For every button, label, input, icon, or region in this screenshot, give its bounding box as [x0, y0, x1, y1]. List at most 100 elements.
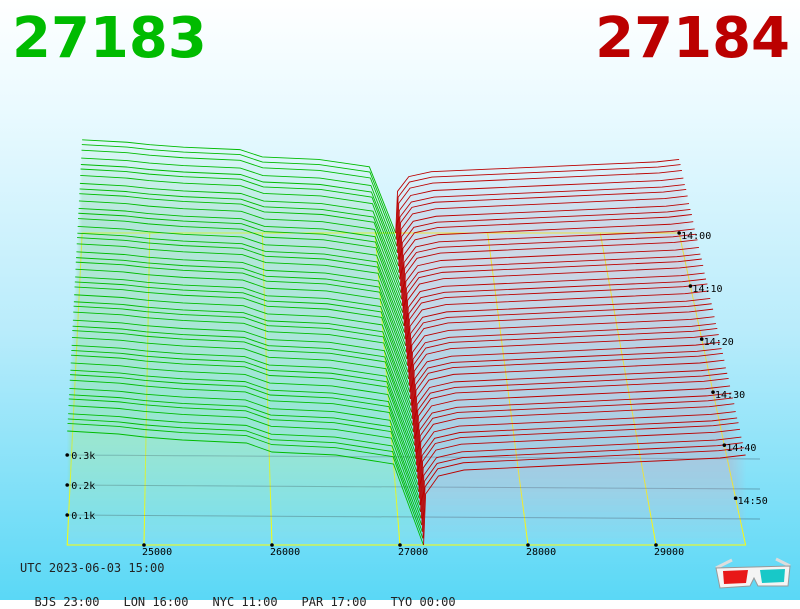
ask-depth-line	[415, 377, 729, 466]
bid-depth-fill	[80, 168, 399, 267]
depth-grid-line	[67, 484, 761, 490]
bid-depth-line	[70, 362, 418, 473]
ask-depth-line	[407, 283, 708, 366]
ask-depth-fill	[415, 373, 728, 459]
bid-depth-fill	[68, 405, 422, 519]
ask-depth-line	[419, 417, 738, 506]
bid-depth-fill	[68, 398, 421, 512]
time-tick-label: 14:20	[704, 337, 734, 348]
world-clocks: BJS 23:00 LON 16:00 NYC 11:00 PAR 17:00 TYO …	[20, 581, 480, 609]
price-tick	[526, 543, 530, 547]
bid-depth-fill	[76, 251, 407, 353]
ask-depth-fill	[405, 265, 704, 346]
bid-depth-line	[68, 405, 422, 519]
bid-depth-fill	[73, 312, 413, 419]
bid-depth-fill	[80, 164, 398, 260]
utc-time: UTC 2023-06-03 15:00	[20, 561, 165, 575]
bid-depth-fill	[74, 286, 410, 393]
bid-depth-fill	[69, 388, 420, 499]
bid-depth-line	[81, 149, 398, 247]
bid-depth-fill	[78, 213, 403, 313]
ask-depth-line	[417, 397, 733, 486]
depth-tick	[65, 513, 69, 517]
ask-depth-fill	[422, 442, 743, 532]
ask-depth-fill	[409, 303, 712, 386]
ask-depth-line	[414, 367, 726, 453]
clock-nyc: NYC 11:00	[212, 595, 278, 609]
ask-depth-fill	[411, 323, 716, 406]
ask-depth-fill	[407, 283, 708, 366]
bid-depth-line	[79, 193, 402, 293]
ask-depth-line	[412, 341, 721, 426]
bid-depth-line	[70, 354, 417, 466]
ask-depth-line	[402, 233, 697, 313]
ask-depth-line	[414, 359, 725, 446]
price-tick-label: 28000	[526, 547, 556, 558]
3d-glasses-icon[interactable]	[712, 556, 794, 592]
bid-depth-line	[72, 330, 415, 439]
bid-depth-fill	[68, 413, 422, 526]
bid-depth-line	[70, 369, 418, 479]
bid-depth-line	[82, 139, 397, 234]
ask-depth-line	[405, 264, 704, 346]
ask-depth-line	[398, 195, 688, 273]
bid-depth-line	[75, 276, 410, 380]
ask-depth-fill	[421, 429, 740, 519]
bid-depth-fill	[79, 188, 401, 287]
ask-depth-line	[405, 272, 705, 353]
bid-depth-fill	[71, 345, 416, 453]
ask-depth-line	[406, 278, 707, 360]
bid-depth-line	[81, 144, 397, 240]
bid-depth-line	[68, 398, 421, 512]
depth-grid-line	[67, 514, 761, 520]
bid-depth-line	[77, 218, 404, 320]
price-tick-label: 26000	[270, 547, 300, 558]
ask-depth-fill	[404, 254, 701, 333]
ask-depth-fill	[417, 393, 732, 479]
price-tick-label: 27000	[398, 547, 428, 558]
ask-depth-line	[418, 403, 735, 492]
time-tick	[688, 284, 693, 288]
price-tick	[398, 543, 402, 547]
ask-depth-line	[413, 352, 724, 439]
bid-depth-line	[73, 301, 412, 406]
bid-depth-line	[81, 157, 398, 254]
depth-tick-label: 0.3k	[71, 451, 95, 462]
clock-bjs: BJS 23:00	[34, 595, 100, 609]
ask-depth-fill	[412, 342, 721, 426]
ask-depth-fill	[399, 195, 688, 273]
bid-price: 27183	[12, 6, 207, 71]
ask-depth-fill	[419, 411, 736, 499]
ask-depth-line	[401, 221, 694, 300]
ask-depth-line	[409, 308, 714, 393]
time-tick	[733, 496, 738, 501]
price-tick-label: 29000	[654, 547, 684, 558]
bid-depth-line	[80, 168, 399, 267]
ask-depth-line	[397, 184, 685, 260]
bid-depth-line	[79, 182, 401, 280]
bid-depth-line	[72, 325, 414, 433]
bid-depth-fill	[78, 200, 402, 300]
bid-depth-line	[77, 237, 406, 340]
time-tick-label: 14:10	[692, 284, 722, 295]
ask-depth-line	[403, 246, 699, 326]
bid-depth-line	[78, 207, 403, 307]
bid-depth-fill	[71, 337, 415, 446]
bid-depth-line	[67, 430, 424, 546]
ask-depth-line	[422, 447, 745, 539]
ask-depth-fill	[421, 437, 742, 526]
time-tick	[711, 390, 715, 394]
bid-depth-fill	[81, 150, 397, 247]
ask-depth-fill	[418, 397, 733, 486]
depth-layer	[67, 139, 746, 546]
bid-depth-line	[74, 286, 411, 393]
ask-depth-line	[402, 239, 698, 320]
clock-lon: LON 16:00	[123, 595, 189, 609]
ask-depth-fill	[403, 239, 698, 320]
ask-depth-fill	[405, 258, 702, 340]
time-tick-label: 14:40	[726, 443, 756, 454]
clock-par: PAR 17:00	[301, 595, 367, 609]
ask-price: 27184	[595, 6, 790, 71]
ask-depth-line	[410, 323, 716, 406]
ask-depth-fill	[400, 209, 691, 287]
